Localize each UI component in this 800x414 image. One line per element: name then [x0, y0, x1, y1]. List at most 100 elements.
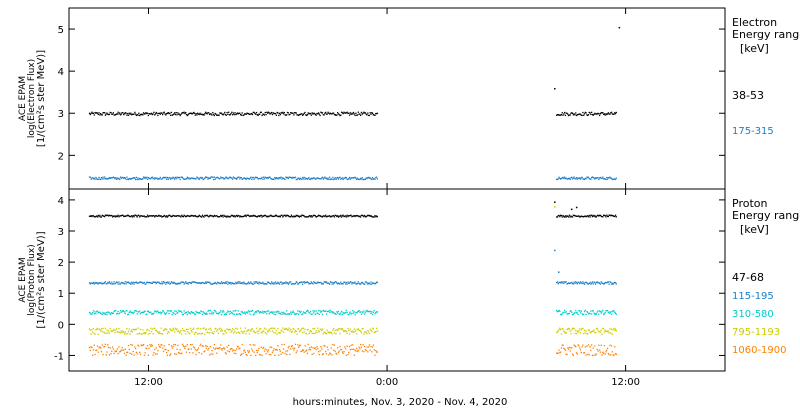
data-point: [243, 113, 246, 115]
data-point: [139, 328, 142, 331]
data-point: [150, 313, 153, 315]
data-point: [367, 346, 370, 348]
data-point: [224, 215, 226, 217]
data-point: [331, 354, 333, 356]
data-point: [103, 332, 106, 334]
data-point: [563, 216, 566, 218]
data-point: [132, 350, 134, 353]
data-point: [330, 113, 332, 115]
data-point: [333, 216, 336, 218]
data-point: [107, 311, 109, 313]
data-point: [154, 178, 156, 180]
data-point: [151, 113, 153, 116]
data-point: [167, 310, 169, 312]
data-point: [613, 178, 615, 180]
data-point: [360, 330, 362, 332]
data-point: [285, 281, 287, 283]
data-point: [253, 215, 255, 217]
data-point: [197, 333, 199, 335]
data-point: [272, 350, 274, 352]
data-point: [593, 329, 595, 331]
data-point: [114, 215, 116, 217]
data-point: [208, 281, 211, 284]
data-point: [93, 216, 95, 218]
data-point: [122, 349, 124, 351]
data-point: [103, 112, 106, 114]
data-point: [185, 215, 187, 218]
data-point: [275, 311, 278, 313]
data-point: [93, 114, 95, 116]
data-point: [562, 214, 564, 217]
data-point: [200, 343, 202, 345]
data-point: [371, 327, 374, 329]
data-point: [135, 281, 138, 283]
data-point: [201, 177, 204, 179]
data-point: [161, 281, 163, 283]
data-point: [246, 214, 248, 216]
data-point: [557, 178, 559, 180]
data-point: [284, 178, 286, 181]
data-point: [583, 332, 585, 335]
data-point: [160, 327, 162, 329]
data-point: [248, 113, 251, 116]
data-point: [565, 281, 567, 283]
data-point: [610, 311, 612, 313]
data-point: [123, 113, 126, 115]
data-point: [235, 348, 238, 350]
data-point: [212, 353, 214, 355]
data-point: [563, 311, 565, 314]
data-point: [567, 313, 570, 315]
data-point: [228, 111, 230, 113]
data-point: [368, 332, 371, 335]
data-point: [287, 283, 289, 285]
data-point: [574, 332, 576, 335]
data-point: [108, 113, 111, 115]
data-point: [123, 215, 125, 218]
data-point: [602, 176, 604, 178]
data-point: [359, 329, 361, 332]
data-point: [175, 329, 177, 331]
data-point: [282, 282, 285, 285]
data-point: [173, 178, 176, 180]
data-point: [216, 347, 219, 350]
data-point: [290, 281, 292, 283]
data-point: [348, 112, 350, 114]
data-point: [293, 349, 295, 351]
data-point: [364, 216, 367, 218]
data-point: [311, 353, 313, 356]
data-point: [290, 283, 293, 285]
data-point: [118, 216, 120, 218]
data-point: [248, 310, 251, 313]
data-point: [335, 352, 337, 354]
data-point: [200, 113, 203, 115]
data-point: [609, 113, 611, 115]
data-point: [98, 215, 100, 218]
data-point: [274, 215, 276, 217]
data-point: [322, 333, 324, 335]
data-point: [214, 310, 216, 312]
data-point: [338, 113, 340, 116]
data-point: [203, 216, 205, 218]
data-point: [349, 328, 351, 330]
data-point: [272, 178, 274, 181]
data-point: [297, 283, 299, 285]
data-point: [165, 328, 167, 330]
data-point: [309, 214, 311, 217]
data-point: [106, 351, 108, 353]
data-point: [282, 327, 284, 329]
data-point: [557, 114, 559, 116]
data-point: [558, 309, 560, 312]
data-point: [366, 346, 368, 348]
data-point: [338, 177, 340, 179]
data-point: [232, 282, 235, 285]
data-point: [156, 112, 158, 115]
data-point: [328, 354, 330, 356]
data-point: [166, 312, 168, 314]
data-point: [300, 215, 302, 218]
data-point: [332, 283, 335, 285]
data-point: [225, 313, 227, 316]
data-point: [91, 111, 93, 113]
data-point: [559, 327, 561, 329]
data-point: [259, 281, 261, 284]
data-point: [339, 215, 341, 218]
